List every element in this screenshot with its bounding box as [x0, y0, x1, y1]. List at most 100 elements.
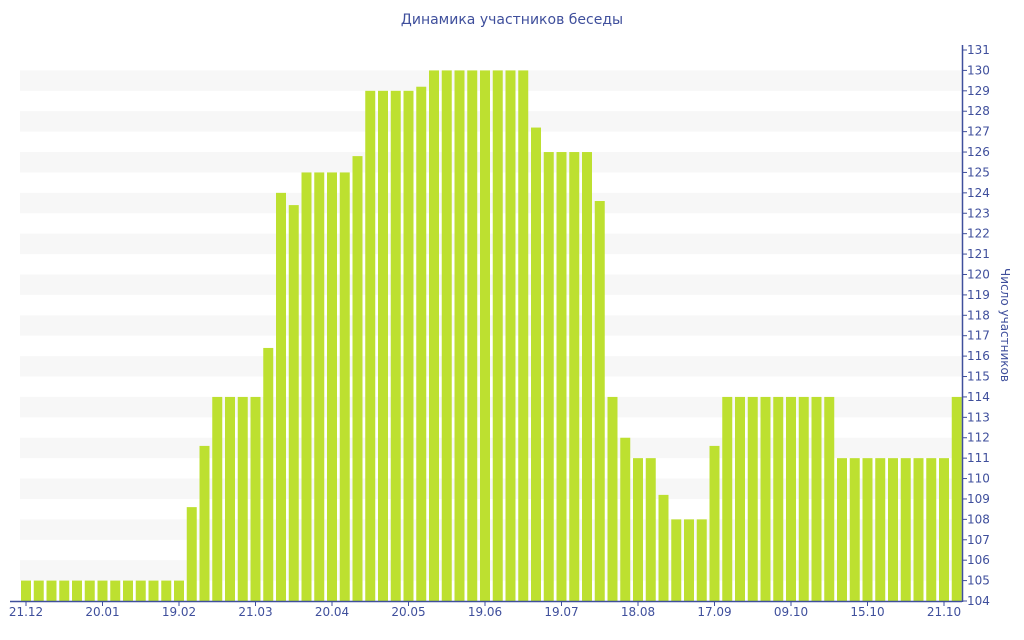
- y-tick-label: 114: [967, 390, 990, 404]
- grid-band: [20, 152, 962, 173]
- bar: [276, 192, 286, 601]
- bar: [148, 580, 159, 601]
- y-tick-label: 127: [967, 125, 990, 139]
- bar: [709, 445, 720, 601]
- y-tick-label: 111: [967, 451, 990, 465]
- bar: [875, 458, 886, 601]
- y-tick-label: 120: [967, 267, 990, 281]
- bar: [913, 458, 924, 601]
- x-tick-label: 09.10: [774, 605, 808, 619]
- bar: [531, 127, 541, 601]
- bar: [365, 90, 376, 601]
- y-tick-label: 112: [967, 431, 990, 445]
- bar: [658, 494, 669, 601]
- y-tick-label: 104: [967, 594, 990, 608]
- bar: [607, 396, 618, 601]
- bar: [594, 201, 605, 601]
- bar: [263, 347, 274, 601]
- bar: [862, 458, 873, 601]
- bar: [773, 396, 784, 601]
- grid-band: [20, 315, 962, 336]
- grid-bands: [20, 70, 962, 581]
- bar: [339, 172, 350, 601]
- y-tick-label: 123: [967, 206, 990, 220]
- y-tick-label: 117: [967, 329, 990, 343]
- y-tick-label: 126: [967, 145, 990, 159]
- bar: [798, 396, 809, 601]
- bar: [735, 396, 745, 601]
- x-tick-label: 21.03: [238, 605, 272, 619]
- bar: [378, 90, 388, 601]
- bar: [824, 396, 835, 601]
- bar: [314, 172, 325, 601]
- bar: [684, 519, 694, 601]
- x-tick-label: 17.09: [697, 605, 731, 619]
- bar: [849, 458, 860, 601]
- y-tick-label: 107: [967, 533, 990, 547]
- bar: [390, 90, 401, 601]
- x-tick-label: 20.04: [315, 605, 349, 619]
- bar: [186, 507, 197, 601]
- x-tick-label: 21.12: [9, 605, 43, 619]
- bar: [84, 580, 95, 601]
- bar: [505, 70, 516, 601]
- x-tick-label: 18.08: [621, 605, 655, 619]
- bar: [301, 172, 312, 601]
- chart-title: Динамика участников беседы: [400, 12, 624, 28]
- x-tick-label: 19.02: [162, 605, 196, 619]
- bar: [556, 152, 567, 601]
- bar: [480, 70, 490, 601]
- bar: [786, 396, 796, 601]
- bar: [492, 70, 503, 601]
- bar: [569, 152, 580, 601]
- y-tick-label: 125: [967, 165, 990, 179]
- bar: [72, 580, 82, 601]
- x-tick-label: 19.06: [468, 605, 502, 619]
- bar: [288, 205, 299, 601]
- y-tick-label: 122: [967, 227, 990, 241]
- bar: [582, 152, 592, 601]
- bar: [888, 458, 898, 601]
- y-tick-label: 129: [967, 84, 990, 98]
- bar: [416, 86, 427, 601]
- x-tick-label: 19.07: [544, 605, 578, 619]
- grid-band: [20, 111, 962, 132]
- bar: [33, 580, 44, 601]
- bar: [633, 458, 643, 601]
- bar: [327, 172, 337, 601]
- y-tick-label: 110: [967, 472, 990, 486]
- y-tick-label: 105: [967, 574, 990, 588]
- x-tick-label: 20.01: [85, 605, 119, 619]
- bar: [135, 580, 146, 601]
- y-tick-label: 113: [967, 410, 990, 424]
- bar: [59, 580, 70, 601]
- bar: [123, 580, 133, 601]
- bar: [225, 396, 235, 601]
- y-tick-label: 131: [967, 43, 990, 57]
- bar: [837, 458, 847, 601]
- bar: [110, 580, 121, 601]
- x-tick-label: 20.05: [391, 605, 425, 619]
- bar: [174, 580, 184, 601]
- bar: [671, 519, 682, 601]
- y-tick-label: 116: [967, 349, 990, 363]
- bar: [403, 90, 414, 601]
- y-tick-label: 109: [967, 492, 990, 506]
- y-tick-label: 119: [967, 288, 990, 302]
- bar: [518, 70, 529, 601]
- bar: [237, 396, 248, 601]
- bar: [543, 152, 554, 601]
- bar: [811, 396, 822, 601]
- y-tick-label: 121: [967, 247, 990, 261]
- bar: [747, 396, 758, 601]
- x-tick-label: 15.10: [850, 605, 884, 619]
- bar: [926, 458, 937, 601]
- bars: [21, 70, 962, 601]
- x-tick-label: 21.10: [927, 605, 961, 619]
- y-tick-label: 115: [967, 370, 990, 384]
- bar: [939, 458, 949, 601]
- grid-band: [20, 70, 962, 91]
- bar: [454, 70, 465, 601]
- bar: [250, 396, 261, 601]
- bar: [97, 580, 108, 601]
